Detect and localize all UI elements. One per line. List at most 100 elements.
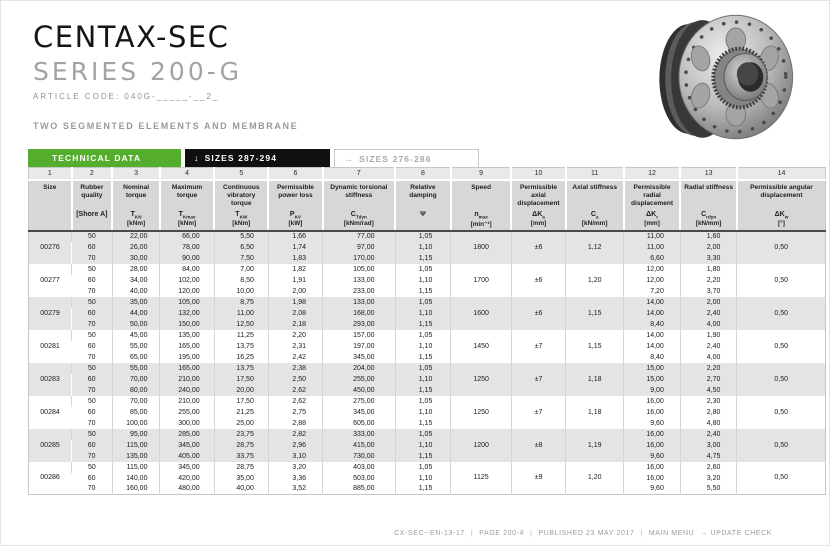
column-symbol: Ca [568,211,622,220]
tkmax-cell: 84,00 [159,263,215,275]
tkmax-cell: 345,00 [159,461,215,473]
axial-displacement-cell: ±6 [510,296,566,330]
crdyn-cell: 2,20 [679,274,737,286]
tkmax-cell: 120,00 [159,285,215,297]
pkv-cell: 1,83 [267,252,323,264]
tab-technical-data[interactable]: TECHNICAL DATA [28,149,181,167]
axial-displacement-cell: ±8 [510,428,566,462]
dkr-cell: 9,60 [623,417,681,429]
dkr-cell: 16,00 [623,439,681,451]
bolt-ring [684,20,788,134]
pkv-cell: 2,38 [267,362,323,374]
size-group-00286: 00286 50 115,00 345,00 28,75 3,20 403,00 1,05 11… [29,461,826,495]
table-row: 70 160,00 480,00 40,00 3,52 885,00 1,15 9,60 5,5… [29,483,826,495]
symbol-base: ΔK [774,210,785,218]
psi-cell: 1,05 [394,362,451,374]
footer-separator: | [640,530,643,537]
shore-cell: 70 [71,318,113,330]
dkr-cell: 14,00 [623,296,681,308]
symbol-base: Ψ [420,210,426,218]
column-label: Permissible angular displacement [750,183,813,199]
size-group-00283: 00283 50 55,00 165,00 13,75 2,38 204,00 1,05 125… [28,362,826,396]
tkmax-cell: 405,00 [159,450,215,462]
tkn-cell: 35,00 [111,296,160,308]
symbol-subscript: a [542,213,545,219]
speed-cell: 1700 [450,263,512,297]
psi-cell: 1,10 [394,340,451,352]
ctdyn-cell: 77,00 [322,230,396,242]
symbol-base: T [235,210,240,218]
tkw-cell: 11,25 [213,329,269,341]
shore-cell: 70 [71,384,113,396]
ctdyn-cell: 255,00 [322,373,396,385]
ctdyn-cell: 197,00 [322,340,396,352]
column-label: Rubber quality [80,183,104,199]
tkw-cell: 25,00 [213,417,269,429]
arrow-right-icon: → [344,153,355,164]
psi-cell: 1,05 [394,428,451,440]
angular-displacement-cell: 0,50 [736,296,826,330]
psi-cell: 1,15 [394,450,451,462]
ctdyn-cell: 233,00 [322,285,396,297]
ctdyn-cell: 133,00 [322,296,396,308]
column-symbol: TKN [114,211,158,220]
table-row: 00284 50 70,00 210,00 17,50 2,62 275,00 1,05 125… [29,395,826,429]
page-number: PAGE 200-4 [479,530,525,537]
tkn-cell: 55,00 [111,340,160,352]
axial-displacement-cell: ±6 [510,263,566,297]
dkr-cell: 16,00 [623,428,681,440]
angular-displacement-cell: 0,50 [736,329,826,363]
ctdyn-cell: 885,00 [322,483,396,495]
symbol-base: T [178,210,183,218]
tkn-cell: 30,00 [111,252,160,264]
angular-displacement-cell: 0,50 [736,230,826,264]
tkw-cell: 35,00 [213,472,269,484]
pkv-cell: 1,82 [267,263,323,275]
psi-cell: 1,15 [394,384,451,396]
shore-cell: 60 [71,373,113,385]
main-menu-link[interactable]: MAIN MENU [648,530,695,537]
ctdyn-cell: 133,00 [322,274,396,286]
speed-cell: 1450 [450,329,512,363]
column-unit: [kNm] [178,219,197,227]
axial-stiffness-cell: 1,12 [565,230,624,264]
size-cell: 00276 [28,230,72,264]
tkw-cell: 7,50 [213,252,269,264]
dkr-cell: 16,00 [623,406,681,418]
crdyn-cell: 3,00 [679,439,737,451]
symbol-base: C [590,210,596,218]
column-label: Dynamic torsional stiffness [330,183,388,199]
ctdyn-cell: 503,00 [322,472,396,484]
pkv-cell: 2,62 [267,384,323,396]
symbol-base: ΔK [532,210,543,218]
tab-sizes-276-286[interactable]: → SIZES 276-286 [334,149,479,167]
pkv-cell: 2,08 [267,307,323,319]
column-unit: [kW] [288,219,303,227]
size-group-00285: 00285 50 95,00 285,00 23,75 2,82 333,00 1,05 120… [28,428,826,462]
dkr-cell: 7,20 [623,285,681,297]
table-row: 00286 50 115,00 345,00 28,75 3,20 403,00 1,05 11… [29,461,826,495]
psi-cell: 1,10 [394,274,451,286]
table-row: 00281 50 45,00 135,00 11,25 2,20 157,00 1,05 145… [29,329,826,363]
table-row: 60 70,00 210,00 17,50 2,50 255,00 1,10 15,00 2,7… [29,373,826,385]
psi-cell: 1,10 [394,406,451,418]
psi-cell: 1,15 [394,417,451,429]
tkw-cell: 6,50 [213,241,269,253]
psi-cell: 1,15 [394,483,451,495]
table-row: 70 30,00 90,00 7,50 1,83 170,00 1,15 6,60 3,30 [29,252,826,264]
tkn-cell: 65,00 [111,351,160,363]
column-number: 12 [622,167,681,181]
shore-cell: 50 [71,461,113,473]
tab-label: SIZES 276-286 [359,153,432,164]
dkr-cell: 9,00 [623,384,681,396]
tkn-cell: 34,00 [111,274,160,286]
size-cell: 00285 [28,428,72,462]
psi-cell: 1,05 [394,461,451,473]
pkv-cell: 1,91 [267,274,323,286]
tab-sizes-287-294[interactable]: ↓ SIZES 287-294 [185,149,330,167]
axial-displacement-cell: ±7 [510,329,566,363]
crdyn-cell: 4,00 [679,351,737,363]
shore-cell: 60 [71,307,113,319]
update-check-link[interactable]: → UPDATE CHECK [700,530,772,537]
tkn-cell: 160,00 [111,483,160,495]
